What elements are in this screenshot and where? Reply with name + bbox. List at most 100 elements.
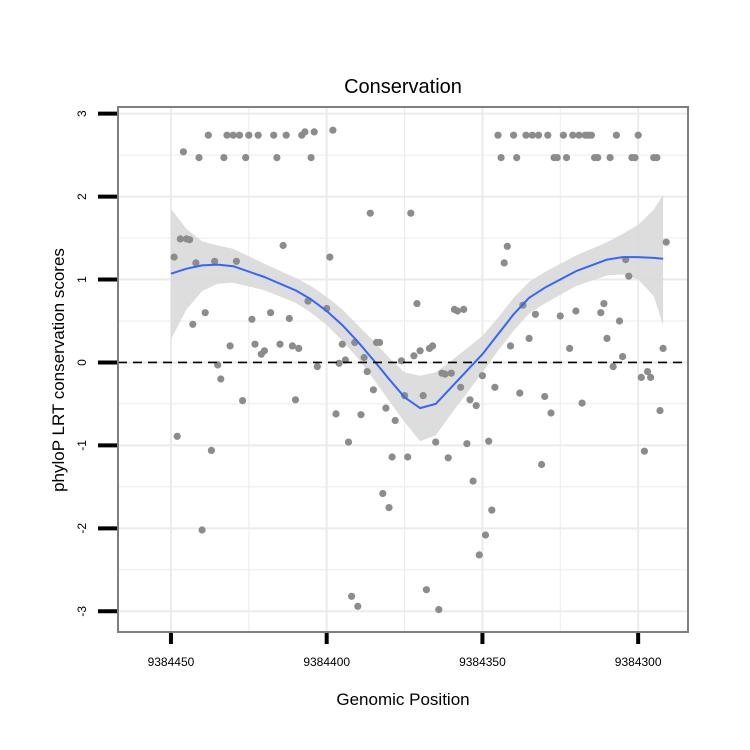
data-point [251,340,259,348]
data-point [469,477,477,485]
data-point [422,586,430,594]
data-point [516,389,524,397]
data-point [407,209,415,217]
panel-background [118,107,688,632]
data-point [562,154,571,162]
data-point [447,369,455,377]
data-point [416,347,424,355]
data-point [329,126,337,134]
data-point [643,368,652,376]
data-point [354,602,362,610]
data-point [531,310,540,318]
data-point [360,353,368,362]
data-point [615,317,624,325]
data-point [282,131,290,139]
data-point [494,131,502,139]
data-point [466,396,474,404]
data-point [500,259,508,267]
x-tick-label: 9384450 [148,655,195,669]
data-point [248,315,256,323]
data-point [179,148,187,156]
data-point [435,606,443,614]
data-point [631,154,639,162]
data-point [239,397,247,405]
panel-border [117,106,689,633]
data-point [397,357,405,365]
data-point [513,154,521,162]
data-point [366,209,374,217]
data-point [587,131,596,139]
data-point [388,453,396,461]
data-point [226,342,234,350]
data-point [310,128,318,136]
data-point [647,373,655,381]
data-point [659,344,667,352]
data-point [254,131,262,139]
data-point [569,131,577,139]
y-axis-title: phyloP LRT conservation scores [49,248,68,492]
data-point [640,447,649,455]
data-point [242,154,250,162]
data-point [267,309,275,317]
data-point [572,307,580,315]
data-point [410,352,418,360]
data-point [192,259,200,267]
data-point [288,342,296,350]
data-point [497,154,505,162]
data-point [609,363,617,371]
data-point [357,411,365,419]
data-point [189,320,197,328]
confidence-band-layer [171,194,664,442]
data-point [245,131,253,139]
data-point [369,386,377,394]
data-point [547,409,555,417]
data-point [419,392,427,400]
data-point [382,404,390,412]
data-point [301,128,309,136]
data-point [463,440,471,448]
data-point [653,154,661,162]
data-point [344,438,353,446]
data-point [229,131,237,139]
data-point [235,131,244,139]
data-point [472,402,480,410]
data-point [198,526,206,534]
data-point [634,131,642,139]
x-tick-label: 9384350 [459,655,506,669]
data-point [612,131,621,139]
data-point [211,257,219,265]
x-axis-title: Genomic Position [336,690,469,709]
data-point [223,131,231,139]
y-tick-label: -2 [75,523,89,534]
data-point [444,454,452,462]
y-tick-label: 3 [75,110,89,117]
smooth-line-layer [170,256,664,410]
data-point [313,363,321,371]
confidence-band [171,194,664,442]
data-point [488,506,496,514]
data-point [404,453,412,461]
plot-panel [117,106,689,633]
data-point [656,407,664,415]
data-point [270,131,278,139]
data-point [625,272,633,280]
data-point [506,342,515,350]
data-point [485,437,493,445]
data-point [332,410,340,418]
data-point [619,353,627,361]
data-point [481,531,490,539]
data-point [637,373,645,381]
data-point [559,131,568,139]
data-point [376,338,384,347]
data-point [279,241,287,250]
data-point [326,253,334,261]
data-point [204,131,212,139]
data-point [273,154,281,162]
data-point [207,446,215,454]
y-tick-label: 0 [75,359,89,366]
data-point [503,242,511,250]
data-point [413,300,421,308]
data-point [291,396,300,404]
data-point [441,370,449,378]
